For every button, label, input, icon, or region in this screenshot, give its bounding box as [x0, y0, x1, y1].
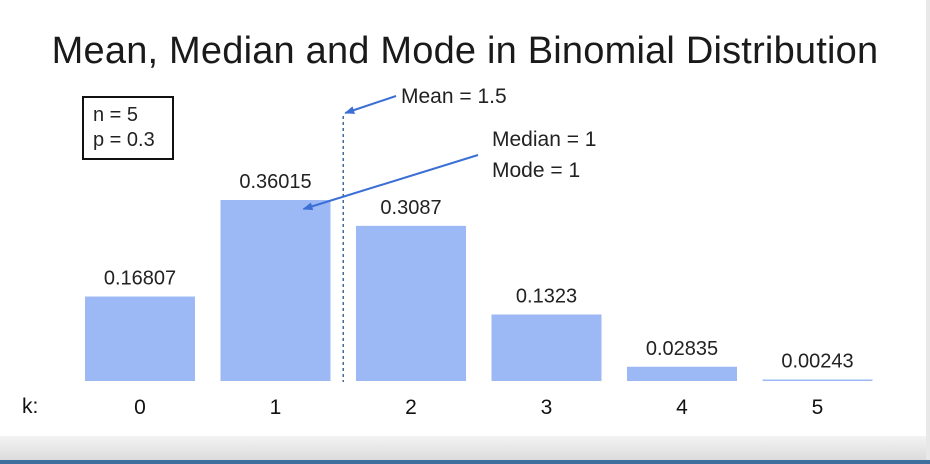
bar-chart: 0.16807 0 0.36015 1 0.3087 2 0.1323 3 0.02835 4 0.… [22, 85, 873, 419]
median-mode-arrow [302, 154, 479, 211]
bottom-shade [0, 436, 930, 460]
median-annotation: Median = 1 [492, 128, 597, 151]
tick-label-5: 5 [812, 396, 824, 419]
tick-label-3: 3 [541, 396, 553, 419]
bar-3 [491, 314, 602, 381]
param-p: p = 0.3 [93, 129, 155, 151]
tick-label-4: 4 [676, 396, 688, 419]
value-label-0: 0.16807 [104, 268, 176, 290]
value-label-4: 0.02835 [646, 338, 718, 360]
value-label-3: 0.1323 [516, 286, 577, 308]
right-edge [926, 0, 930, 460]
x-axis-label: k: [22, 395, 38, 418]
mode-annotation: Mode = 1 [492, 159, 580, 182]
parameters-box: n = 5 p = 0.3 [82, 96, 174, 160]
tick-label-1: 1 [270, 396, 282, 419]
tick-label-2: 2 [405, 396, 417, 419]
value-label-1: 0.36015 [239, 171, 311, 193]
bar-4 [627, 366, 737, 381]
bar-0 [85, 296, 195, 381]
value-label-2: 0.3087 [380, 197, 441, 219]
bar-2 [356, 225, 466, 381]
bottom-accent-bar [0, 460, 930, 464]
value-label-5: 0.00243 [781, 351, 853, 373]
param-n: n = 5 [93, 104, 139, 126]
chart-title: Mean, Median and Mode in Binomial Distri… [51, 30, 879, 72]
bar-1 [220, 200, 331, 381]
tick-label-0: 0 [134, 396, 146, 419]
slide: Mean, Median and Mode in Binomial Distri… [22, 30, 879, 419]
mean-annotation: Mean = 1.5 [401, 85, 507, 108]
bar-5 [762, 379, 873, 381]
mean-arrow [344, 95, 397, 114]
